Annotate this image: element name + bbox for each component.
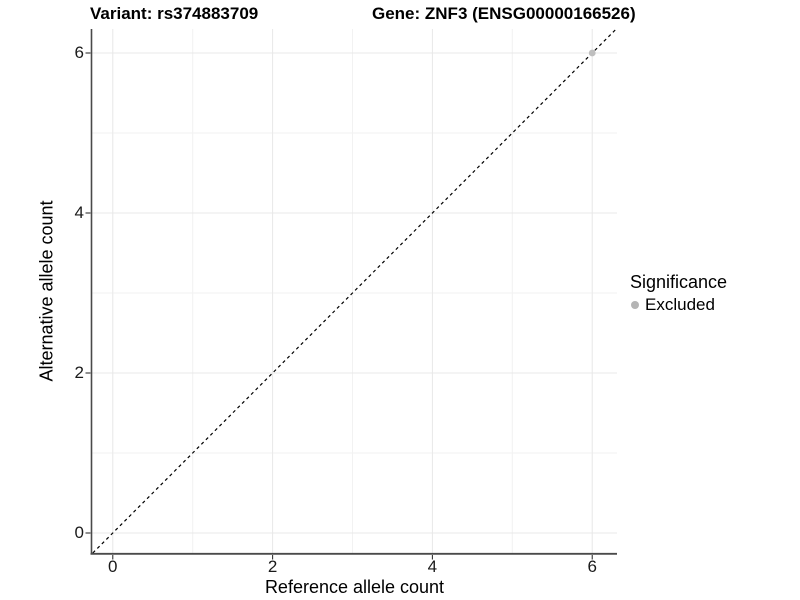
y-tick-label: 4 [74, 203, 84, 222]
x-tick-label: 2 [267, 557, 278, 576]
legend-title: Significance [630, 272, 728, 292]
legend-item-excluded: Excluded [631, 295, 727, 315]
y-tick-label: 2 [74, 363, 84, 382]
x-tick-label: 6 [587, 557, 597, 576]
plot-title-gene: Gene: ZNF3 (ENSG00000166526) [372, 4, 636, 23]
legend: Significance Excluded [630, 272, 727, 315]
data-point [588, 49, 596, 57]
legend-item-label: Excluded [645, 295, 715, 314]
legend-point-icon [631, 301, 639, 309]
identity-line [92, 28, 617, 554]
x-tick-label: 0 [108, 557, 118, 576]
x-axis-title: Reference allele count [264, 577, 445, 597]
plot-title-variant: Variant: rs374883709 [90, 4, 259, 23]
y-tick-label: 0 [74, 523, 84, 542]
y-tick-label: 6 [74, 43, 84, 62]
x-tick-label: 4 [427, 557, 438, 576]
